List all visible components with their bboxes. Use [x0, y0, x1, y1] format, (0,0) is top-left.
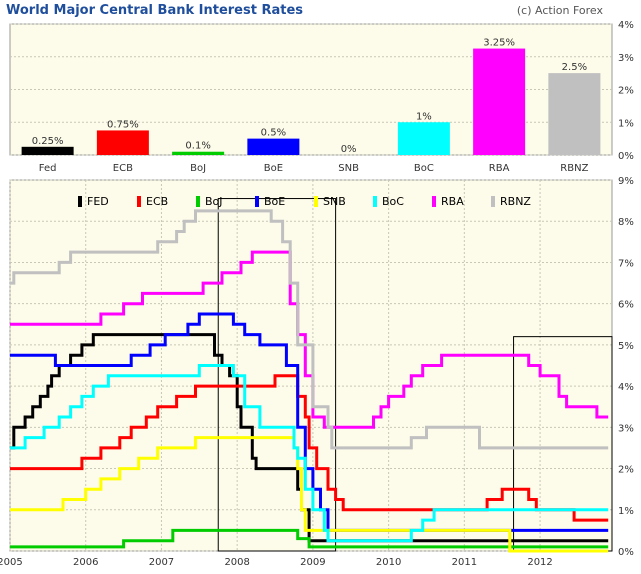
bar-data-label: 1%	[416, 111, 432, 122]
legend-label-snb: SNB	[323, 195, 346, 208]
series-line-rba	[10, 250, 609, 429]
bar-category-label: SNB	[338, 163, 359, 174]
chart-title: World Major Central Bank Interest Rates	[6, 3, 304, 18]
series-line-boc	[10, 364, 609, 543]
bar-chart: 0% 1% 2% 3% 4% 0.25% Fed 0.75% ECB 0.1% BoJ 0.5% BoE…	[9, 20, 634, 174]
line-y-tick-label: 1%	[618, 506, 634, 517]
legend-label-rba: RBA	[441, 195, 464, 208]
legend-label-rbnz: RBNZ	[500, 195, 531, 208]
bar-y-tick-label: 4%	[618, 20, 634, 31]
line-y-tick-label: 3%	[618, 423, 634, 434]
legend-swatch-ecb	[137, 196, 141, 207]
line-y-tick-label: 4%	[618, 382, 634, 393]
bar-category-label: BoE	[264, 163, 283, 174]
legend-swatch-snb	[314, 196, 318, 207]
bar-data-label: 0.1%	[185, 141, 210, 152]
line-x-tick-label: 2012	[527, 557, 552, 568]
bar-data-label: 0%	[341, 144, 357, 155]
bar-y-tick-label: 1%	[618, 118, 634, 129]
bar-y-tick-label: 3%	[618, 53, 634, 64]
bar-category-label: ECB	[113, 163, 133, 174]
bar-fed	[21, 146, 74, 155]
bar-boj	[172, 151, 225, 155]
legend-label-boj: BoJ	[205, 195, 223, 208]
legend-label-ecb: ECB	[146, 195, 168, 208]
line-x-tick-label: 2011	[452, 557, 477, 568]
bar-category-label: RBA	[489, 163, 510, 174]
line-y-tick-label: 8%	[618, 217, 634, 228]
bar-data-label: 2.5%	[562, 62, 587, 73]
bar-category-label: Fed	[39, 163, 57, 174]
legend-label-boc: BoC	[382, 195, 404, 208]
line-y-tick-label: 6%	[618, 300, 634, 311]
series-line-boj	[10, 528, 609, 549]
bar-rbnz	[548, 73, 601, 155]
line-x-tick-label: 2008	[224, 557, 249, 568]
legend-swatch-boe	[255, 196, 259, 207]
line-x-tick-label: 2006	[73, 557, 98, 568]
legend-swatch-boc	[373, 196, 377, 207]
legend-label-boe: BoE	[264, 195, 285, 208]
bar-category-label: BoJ	[190, 163, 206, 174]
bar-category-label: RBNZ	[560, 163, 588, 174]
bar-y-tick-label: 0%	[618, 151, 634, 162]
bar-rba	[473, 48, 526, 155]
legend-swatch-fed	[78, 196, 82, 207]
legend-label-fed: FED	[87, 195, 109, 208]
line-y-tick-label: 2%	[618, 465, 634, 476]
line-x-tick-label: 2007	[149, 557, 174, 568]
line-x-tick-label: 2005	[0, 557, 23, 568]
bar-data-label: 0.5%	[261, 128, 286, 139]
bar-data-label: 3.25%	[483, 38, 515, 49]
series-line-snb	[10, 436, 609, 553]
series-line-rbnz	[10, 209, 609, 450]
legend-swatch-rba	[432, 196, 436, 207]
bar-data-label: 0.25%	[32, 136, 64, 147]
series-line-ecb	[10, 374, 609, 522]
line-y-tick-label: 7%	[618, 258, 634, 269]
bar-boc	[397, 122, 450, 155]
line-y-tick-label: 5%	[618, 341, 634, 352]
series-line-fed	[10, 333, 609, 543]
line-y-tick-label: 9%	[618, 176, 634, 187]
highlight-box	[217, 198, 337, 552]
line-x-tick-label: 2009	[300, 557, 325, 568]
bar-boe	[247, 138, 300, 155]
bar-data-label: 0.75%	[107, 119, 139, 130]
line-y-tick-label: 0%	[618, 547, 634, 558]
series-line-boe	[10, 312, 609, 532]
bar-ecb	[96, 130, 149, 155]
legend-swatch-rbnz	[491, 196, 495, 207]
bar-y-tick-label: 2%	[618, 86, 634, 97]
legend-swatch-boj	[196, 196, 200, 207]
bar-category-label: BoC	[414, 163, 434, 174]
line-x-tick-label: 2010	[376, 557, 401, 568]
chart-credit: (c) Action Forex	[516, 4, 603, 17]
